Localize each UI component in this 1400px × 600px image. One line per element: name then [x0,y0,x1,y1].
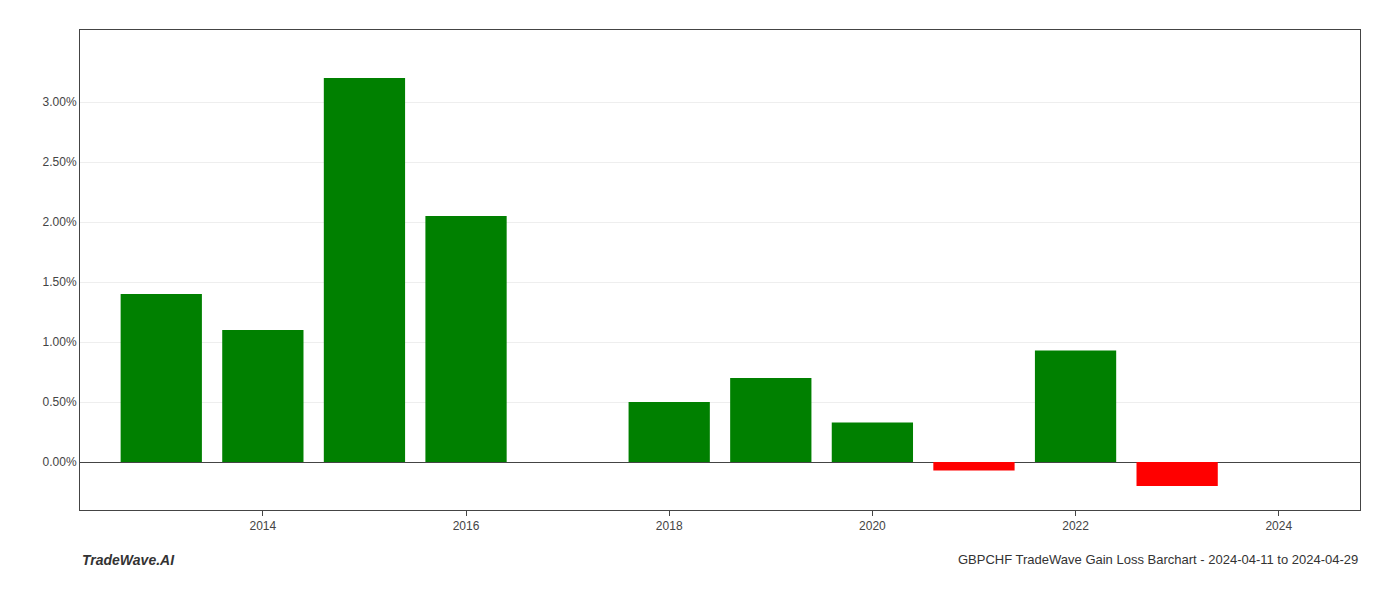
svg-text:2020: 2020 [859,519,886,533]
svg-text:TradeWave.AI: TradeWave.AI [82,552,175,568]
svg-text:GBPCHF TradeWave Gain Loss Bar: GBPCHF TradeWave Gain Loss Barchart - 20… [958,552,1358,567]
svg-text:2016: 2016 [453,519,480,533]
svg-text:2022: 2022 [1062,519,1089,533]
svg-text:1.50%: 1.50% [43,275,77,289]
svg-text:2014: 2014 [250,519,277,533]
svg-text:1.00%: 1.00% [43,335,77,349]
svg-text:2.50%: 2.50% [43,155,77,169]
svg-text:0.00%: 0.00% [43,455,77,469]
svg-text:2018: 2018 [656,519,683,533]
svg-text:2.00%: 2.00% [43,215,77,229]
svg-text:3.00%: 3.00% [43,95,77,109]
svg-text:0.50%: 0.50% [43,395,77,409]
svg-text:2024: 2024 [1265,519,1292,533]
